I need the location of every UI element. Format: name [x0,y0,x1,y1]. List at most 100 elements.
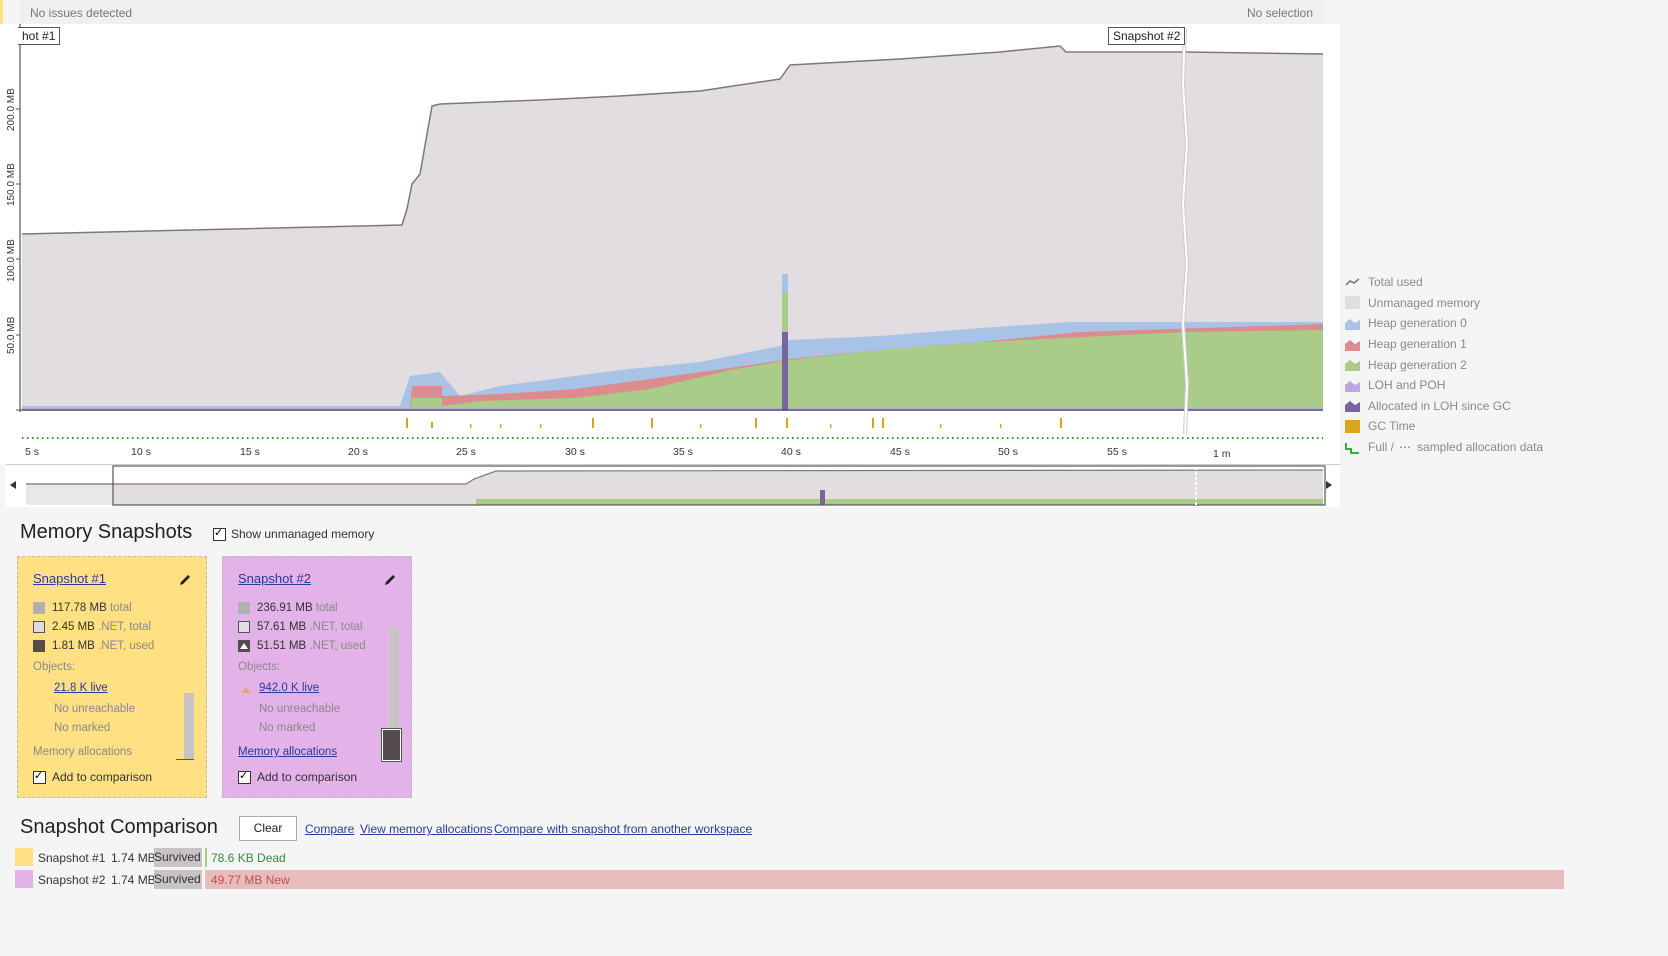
snapshot1-color-swatch [15,848,33,866]
gc-time-swatch-icon [1345,419,1360,433]
clear-button[interactable]: Clear [239,816,297,841]
survived-bar: Survived [154,848,202,867]
show-unmanaged-toggle[interactable]: Show unmanaged memory [213,526,374,541]
comparison-row-name: Snapshot #2 [38,873,106,887]
total-used-line [21,45,1324,235]
legend-item: LOH and POH [1345,375,1585,396]
snapshot2-used-bar [381,728,402,762]
heap-gen2-area [22,330,1323,410]
scroll-left-icon [10,481,16,489]
x-tick-label: 20 s [348,446,368,458]
add-to-comparison-toggle[interactable]: Add to comparison [238,769,357,784]
gen2-swatch-icon [1345,360,1360,372]
gc-time-bars [406,418,1062,428]
add-to-comparison-checkbox[interactable] [33,769,46,784]
selection-status: No selection [1246,6,1313,20]
full-data-icon [1345,442,1359,454]
objects-label: Objects: [238,661,281,673]
objects-label: Objects: [33,661,76,673]
net-used-row: 51.51 MB .NET, used [238,640,366,652]
edit-pencil-icon[interactable] [383,573,397,587]
loh-swatch-icon [1345,380,1360,392]
compare-other-workspace-link[interactable]: Compare with snapshot from another works… [494,822,753,836]
net-used-row: 1.81 MB .NET, used [33,640,154,652]
snapshot-comparison-title: Snapshot Comparison [20,816,218,838]
legend-item: Heap generation 1 [1345,334,1585,355]
timeline-svg: 50.0 MB 100.0 MB 150.0 MB 200.0 MB [6,24,1324,460]
snapshot1-title-link[interactable]: Snapshot #1 [33,571,107,586]
net-total-row: 57.61 MB .NET, total [238,621,363,633]
net-used-increase-icon [238,640,250,652]
timeline-overview[interactable] [6,464,1340,507]
x-tick-label: 35 s [673,446,693,458]
legend-item: GC Time [1345,416,1585,437]
issues-status: No issues detected [30,6,133,20]
unmanaged-swatch-icon [1345,296,1360,310]
snapshot1-chart-label[interactable]: hot #1 [18,27,61,45]
overview-viewport[interactable] [112,465,1326,506]
overview-svg [10,465,1332,506]
add-to-comparison-toggle[interactable]: Add to comparison [33,769,152,784]
x-tick-label: 50 s [998,446,1018,458]
x-tick-label: 30 s [565,446,585,458]
increase-arrow-icon [242,687,250,693]
total-row: 236.91 MB total [238,602,338,614]
snapshot2-chart-label[interactable]: Snapshot #2 [1108,27,1186,45]
chart-legend: Total used Unmanaged memory Heap generat… [1345,272,1585,457]
x-tick-label: 55 s [1107,446,1127,458]
left-indicator [0,0,3,44]
comparison-row-name: Snapshot #1 [38,851,106,865]
y-tick-label: 150.0 MB [6,163,17,206]
comparison-row-size: 1.74 MB [111,851,156,865]
memory-snapshots-title: Memory Snapshots [20,521,193,543]
unmanaged-memory-area [22,46,1323,410]
legend-item: Unmanaged memory [1345,293,1585,314]
legend-item: Heap generation 2 [1345,354,1585,375]
unreachable-text: No unreachable [259,703,341,715]
status-bar: No issues detected No selection [20,0,1323,24]
snapshot1-card[interactable]: Snapshot #1 117.78 MB total 2.45 MB .NET… [17,556,207,798]
dead-delta: 78.6 KB Dead [211,851,286,865]
marked-text: No marked [54,722,111,734]
y-tick-label: 100.0 MB [6,239,17,282]
marked-text: No marked [259,722,316,734]
legend-item: Heap generation 0 [1345,313,1585,334]
x-tick-label: 15 s [240,446,260,458]
new-bar [205,870,1564,889]
add-to-comparison-checkbox[interactable] [238,769,251,784]
show-unmanaged-checkbox[interactable] [213,526,226,541]
snapshot2-title-link[interactable]: Snapshot #2 [238,571,312,586]
view-memory-allocations-link[interactable]: View memory allocations [360,822,493,836]
snapshot2-size-bar [389,627,399,761]
gen0-swatch-icon [1345,318,1360,330]
gen2-spike [782,292,788,332]
snapshot2-live-link[interactable]: 942.0 K live [259,682,320,694]
legend-item: Allocated in LOH since GC [1345,396,1585,417]
sampled-data-icon: ⋯ [1399,440,1413,455]
compare-link[interactable]: Compare [305,822,355,836]
x-tick-label: 45 s [890,446,910,458]
memory-allocations-link[interactable]: Memory allocations [238,746,338,758]
snapshot1-size-bar [184,693,194,759]
dead-bar [205,848,207,867]
survived-bar: Survived [154,870,202,889]
snapshot2-color-swatch [15,870,33,888]
snapshot1-live-link[interactable]: 21.8 K live [54,682,108,694]
x-tick-label: 5 s [25,446,39,458]
total-row: 117.78 MB total [33,602,132,614]
snapshot2-card[interactable]: Snapshot #2 236.91 MB total 57.61 MB .NE… [222,556,412,798]
x-tick-label: 40 s [781,446,801,458]
new-delta: 49.77 MB New [211,873,290,887]
y-tick-label: 200.0 MB [6,88,17,131]
memory-allocations-text: Memory allocations [33,746,133,758]
memory-timeline-chart[interactable]: 50.0 MB 100.0 MB 150.0 MB 200.0 MB [0,24,1340,464]
x-tick-label: 10 s [131,446,151,458]
x-tick-label: 1 m [1213,448,1231,460]
legend-item: Total used [1345,272,1585,293]
edit-pencil-icon[interactable] [178,573,192,587]
legend-item: Full / ⋯ sampled allocation data [1345,437,1585,458]
total-used-icon [1345,278,1360,286]
y-tick-label: 50.0 MB [6,316,17,354]
allocated-loh-swatch-icon [1345,401,1360,413]
unreachable-text: No unreachable [54,703,136,715]
